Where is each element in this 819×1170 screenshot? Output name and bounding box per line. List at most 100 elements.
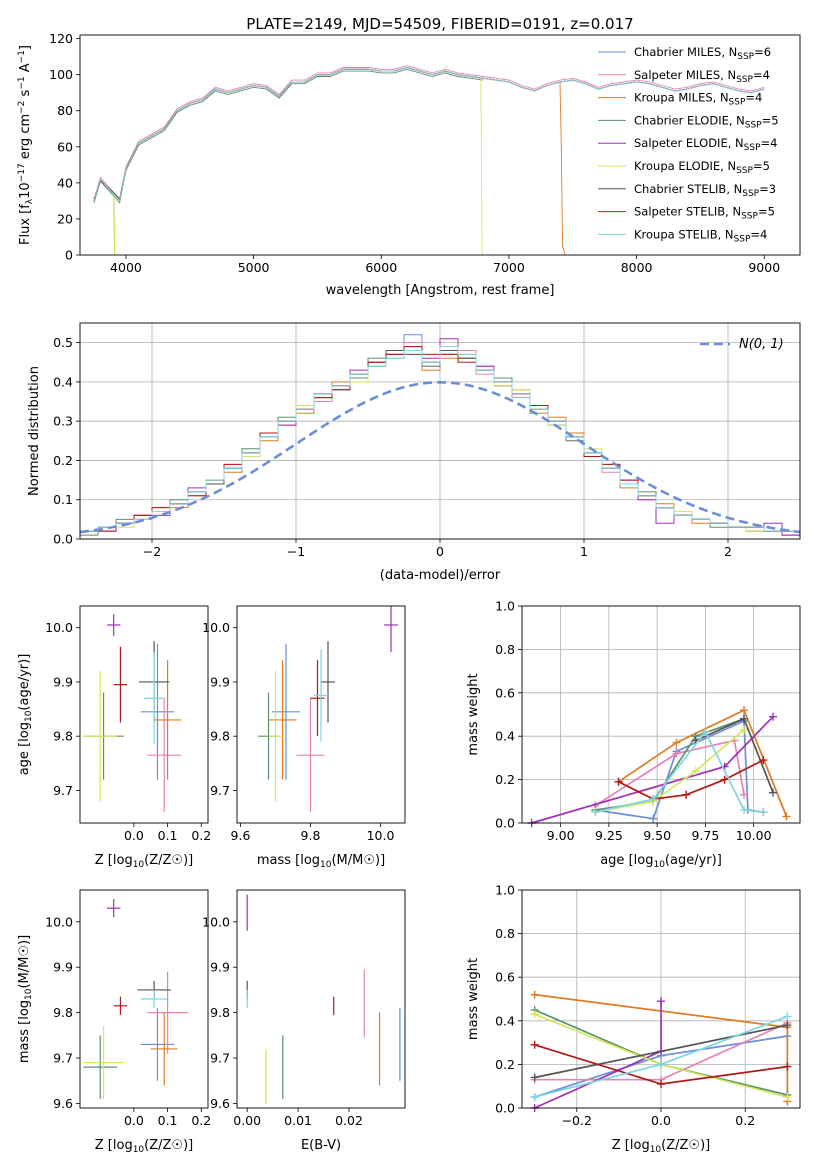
spectrum-series-line (93, 67, 765, 202)
y-tick-label: 9.8 (210, 1005, 230, 1020)
weight-marker (782, 812, 791, 821)
weight-marker (672, 749, 681, 758)
y-tick-label: 9.8 (53, 729, 73, 744)
x-tick-label: 0.0 (124, 828, 144, 843)
weight-marker (783, 1062, 792, 1071)
massweight_vs_age-panel: 9.00 9.25 9.50 9.75 10.00 0.0 0.2 0.4 0.6 0.8 1.0 a… (466, 599, 801, 870)
y-tick-label: 9.7 (210, 783, 230, 798)
weight-series-line (594, 739, 745, 807)
y-axis-label: age [log10(age/yr)] (17, 654, 34, 776)
x-tick-label: 0.2 (191, 828, 211, 843)
spectrum-series-line (93, 65, 765, 201)
y-tick-label: 9.8 (210, 729, 230, 744)
legend-entry: Kroupa ELODIE, NSSP=5 (634, 159, 770, 176)
x-axis-label: Z [log10(Z/Z☉)] (95, 1138, 193, 1155)
y-tick-label: 80 (57, 103, 73, 118)
x-tick-label: 0.1 (158, 1113, 178, 1128)
y-tick-label: 0.3 (53, 414, 73, 429)
y-tick-label: 9.9 (210, 674, 230, 689)
x-axis-label: E(B-V) (301, 1138, 341, 1153)
weight-marker (682, 790, 691, 799)
legend-entry: Chabrier STELIB, NSSP=3 (634, 182, 776, 199)
figure-title: PLATE=2149, MJD=54509, FIBERID=0191, z=0… (246, 15, 633, 33)
y-tick-label: 0.8 (495, 642, 515, 657)
x-tick-label: 2 (724, 544, 732, 559)
x-tick-label: 6000 (365, 260, 397, 275)
y-tick-label: 0.8 (495, 926, 515, 941)
weight-marker (783, 1093, 792, 1102)
weight-marker (530, 1010, 539, 1019)
legend-entry: Salpeter STELIB, NSSP=5 (634, 205, 775, 222)
x-tick-label: 9.75 (691, 828, 719, 843)
weight-marker (768, 712, 777, 721)
weight-marker (530, 990, 539, 999)
normal-curve (80, 380, 800, 534)
x-tick-label: 0.2 (191, 1113, 211, 1128)
x-axis-label: (data-model)/error (380, 568, 501, 583)
weight-marker (657, 1080, 665, 1089)
y-tick-label: 0.0 (495, 1101, 515, 1116)
weight-lines (527, 706, 791, 827)
y-tick-label: 0.2 (495, 772, 515, 787)
weight-marker (530, 1073, 539, 1082)
y-tick-label: 10.0 (45, 914, 73, 929)
y-tick-label: 9.9 (53, 960, 73, 975)
y-tick-label: 9.9 (53, 674, 73, 689)
axes-frame (79, 34, 801, 256)
x-tick-label: 0.2 (735, 1113, 755, 1128)
axes-frame (236, 889, 406, 1109)
x-tick-label: 9.00 (547, 828, 575, 843)
y-tick-label: 0.4 (495, 729, 515, 744)
x-axis-label: Z [log10(Z/Z☉)] (95, 853, 193, 870)
weight-marker (649, 795, 658, 804)
errorbar-group (258, 606, 398, 813)
y-tick-label: 0 (65, 248, 73, 263)
y-tick-label: 20 (57, 211, 73, 226)
x-tick-label: 1 (580, 544, 588, 559)
weight-marker (740, 805, 749, 814)
spectrum-series-line (93, 68, 484, 204)
errorbar-group (83, 614, 182, 813)
x-tick-label: 5000 (238, 260, 270, 275)
y-axis-label: mass [log10(M/M☉)] (17, 935, 34, 1063)
x-axis-label: Z [log10(Z/Z☉)] (612, 1138, 710, 1155)
y-tick-label: 0.4 (495, 1013, 515, 1028)
y-tick-label: 0.2 (53, 453, 73, 468)
y-tick-label: 40 (57, 175, 73, 190)
histogram-group (80, 334, 800, 539)
weight-marker (649, 814, 658, 823)
spectrum-series-line (93, 67, 566, 255)
chart-layer: 4000 5000 6000 7000 8000 9000020406080100120w… (17, 31, 801, 1155)
x-tick-label: 0.02 (335, 1113, 363, 1128)
axes-frame (79, 889, 209, 1109)
axes-frame (521, 605, 801, 824)
age_vs_Z-panel: 0.0 0.1 0.2 9.7 9.8 9.9 10.0 Z [log10(Z/Z☉)] age… (17, 605, 211, 870)
legend-entry: Chabrier ELODIE, NSSP=5 (634, 113, 779, 130)
weight-marker (740, 714, 749, 723)
y-tick-label: 1.0 (495, 599, 515, 614)
spectrum-panel: 4000 5000 6000 7000 8000 9000 0 20 40 60 80 100 120 w… (17, 31, 801, 298)
x-tick-label: 0.0 (124, 1113, 144, 1128)
x-axis-label: mass [log10(M/M☉)] (257, 853, 385, 870)
legend-entry: Kroupa MILES, NSSP=4 (634, 91, 762, 108)
x-tick-label: 0.1 (158, 828, 178, 843)
weight-marker (759, 808, 768, 817)
y-tick-label: 100 (49, 67, 73, 82)
x-tick-label: 0 (436, 544, 444, 559)
y-tick-label: 10.0 (202, 620, 230, 635)
legend-entry: Chabrier MILES, NSSP=6 (634, 45, 771, 62)
x-tick-label: 9.25 (595, 828, 623, 843)
weight-marker (657, 997, 665, 1006)
y-axis-label: mass weight (466, 673, 481, 755)
weight-marker (591, 808, 600, 817)
y-tick-label: 0.5 (53, 335, 73, 350)
x-tick-label: −2 (143, 544, 161, 559)
legend-entry: Salpeter ELODIE, NSSP=4 (634, 136, 777, 153)
x-tick-label: 0.01 (284, 1113, 312, 1128)
y-tick-label: 10.0 (202, 914, 230, 929)
weight-marker (691, 766, 700, 775)
x-axis-label: age [log10(age/yr)] (600, 853, 722, 870)
errorbar-group (246, 894, 401, 1104)
axes-frame (236, 605, 406, 824)
